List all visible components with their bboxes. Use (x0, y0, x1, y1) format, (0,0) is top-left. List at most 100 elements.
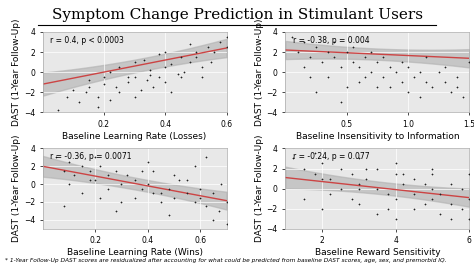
Point (422, 80, 430, 84)
Point (78, 164, 86, 168)
Point (363, 166, 370, 171)
Point (144, 182, 152, 186)
Point (143, 78, 151, 82)
Point (70, 88, 77, 92)
Point (410, 206, 418, 211)
Text: r = -0.24, p = 0.077: r = -0.24, p = 0.077 (293, 152, 369, 161)
Point (168, 90, 175, 94)
Point (458, 206, 465, 211)
Point (348, 171, 356, 176)
Point (428, 197, 436, 201)
Point (289, 156, 297, 161)
Point (319, 176, 326, 181)
Point (85, 85, 92, 89)
Point (112, 209, 120, 213)
Point (398, 60, 406, 64)
Point (458, 186, 465, 191)
Point (97, 196, 104, 200)
Point (447, 181, 455, 186)
Point (465, 197, 473, 201)
Point (428, 166, 436, 171)
Point (404, 65, 412, 69)
Point (465, 171, 473, 176)
Point (337, 65, 344, 69)
Point (399, 181, 407, 186)
Point (125, 80, 132, 84)
Point (337, 186, 344, 191)
Point (106, 98, 114, 102)
Point (410, 176, 418, 181)
Point (428, 85, 436, 89)
Point (123, 173, 130, 177)
Point (204, 45, 212, 49)
X-axis label: Baseline Learning Rate (Wins): Baseline Learning Rate (Wins) (67, 248, 202, 257)
Point (331, 55, 338, 59)
Point (361, 55, 369, 59)
Point (325, 75, 332, 79)
Point (386, 65, 393, 69)
Point (361, 75, 369, 79)
Point (177, 55, 184, 59)
Point (162, 80, 169, 84)
Point (65, 160, 73, 164)
Point (343, 50, 350, 54)
Point (91, 177, 99, 182)
Point (410, 192, 418, 196)
Point (60, 169, 67, 173)
Point (186, 42, 193, 46)
Point (223, 222, 230, 226)
Point (326, 192, 333, 196)
Point (306, 55, 314, 59)
Point (217, 40, 224, 44)
X-axis label: Baseline Insensitivity to Information: Baseline Insensitivity to Information (295, 132, 459, 141)
Point (165, 213, 173, 218)
Point (149, 191, 157, 195)
Point (76, 100, 83, 104)
Point (165, 186, 173, 191)
Point (64, 95, 71, 99)
Point (355, 181, 363, 186)
Point (186, 60, 193, 64)
Point (94, 95, 101, 99)
Point (112, 169, 120, 173)
Point (428, 186, 436, 191)
Point (404, 90, 412, 94)
Point (363, 176, 370, 181)
Point (100, 75, 108, 79)
Y-axis label: DAST (1-Year Follow-Up): DAST (1-Year Follow-Up) (255, 135, 264, 242)
Point (118, 182, 125, 186)
Point (417, 70, 424, 74)
Point (86, 177, 94, 182)
Point (210, 50, 218, 54)
Point (410, 75, 418, 79)
Point (294, 50, 301, 54)
Point (441, 65, 448, 69)
Point (392, 161, 400, 166)
Point (374, 60, 381, 64)
Point (465, 217, 473, 221)
Point (173, 72, 181, 76)
Point (208, 60, 215, 64)
Point (436, 211, 444, 216)
Point (331, 40, 338, 44)
Point (149, 85, 157, 89)
Point (78, 191, 86, 195)
Point (367, 50, 375, 54)
Point (436, 192, 444, 196)
Point (422, 55, 430, 59)
Point (149, 169, 157, 173)
Point (325, 50, 332, 54)
Point (157, 191, 164, 195)
Point (94, 105, 101, 109)
Point (349, 45, 356, 49)
Point (300, 40, 308, 44)
Point (349, 60, 356, 64)
Point (54, 108, 62, 112)
Point (223, 35, 230, 39)
Point (86, 169, 94, 173)
Point (223, 45, 230, 49)
Point (131, 196, 138, 200)
Point (312, 90, 320, 94)
Point (191, 164, 199, 168)
Point (198, 65, 206, 69)
